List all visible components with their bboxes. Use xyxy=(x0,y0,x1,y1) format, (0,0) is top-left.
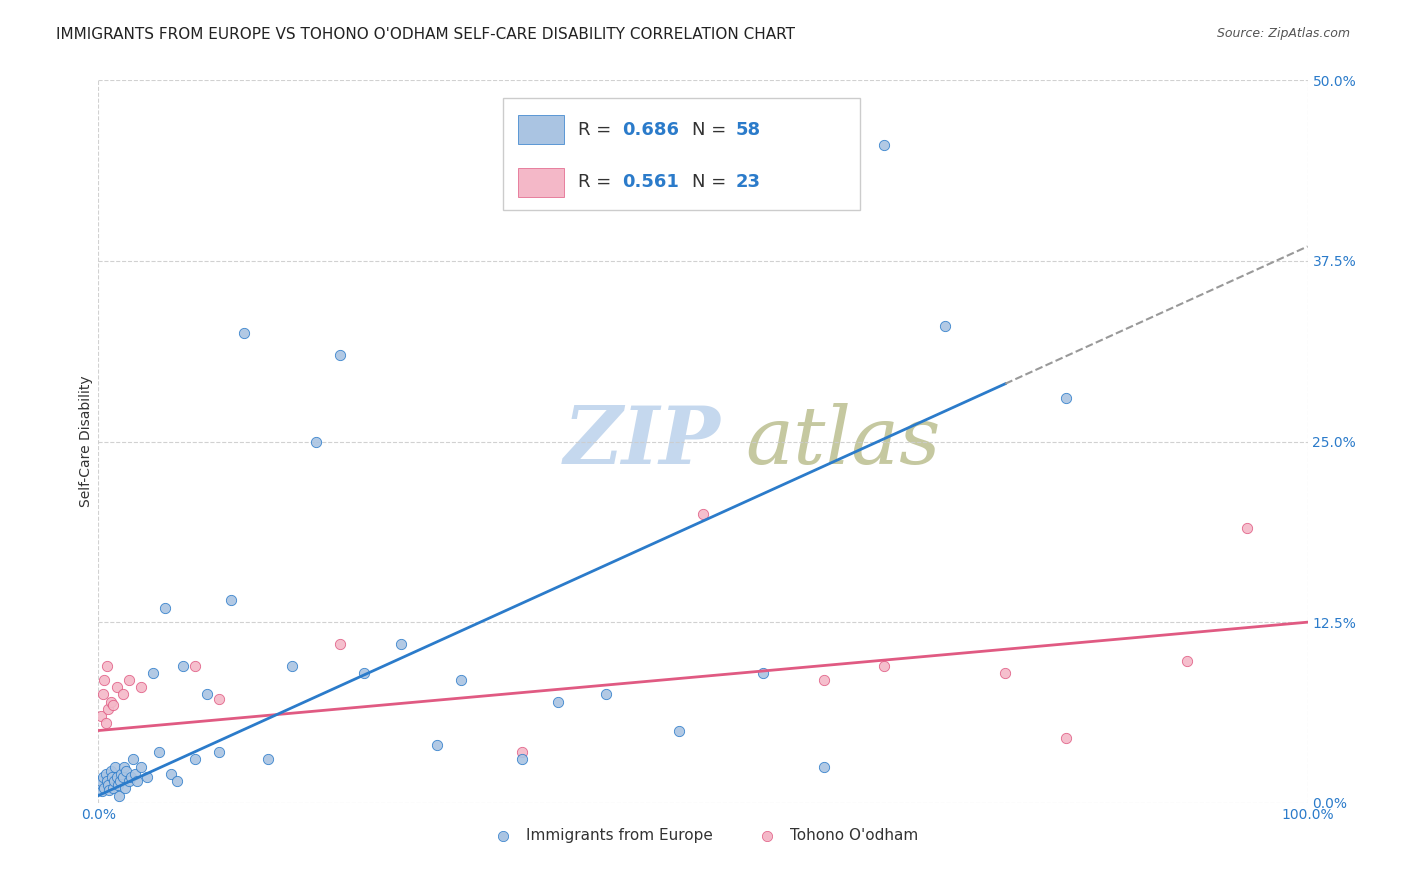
Point xyxy=(305,434,328,449)
Point xyxy=(108,774,131,789)
Text: ZIP: ZIP xyxy=(564,403,721,480)
Point xyxy=(1054,391,1077,405)
Point xyxy=(93,673,115,687)
Point xyxy=(101,781,124,796)
Point xyxy=(873,138,896,153)
Point xyxy=(127,774,149,789)
Point xyxy=(353,665,375,680)
Point xyxy=(100,770,122,784)
Point xyxy=(232,326,254,341)
Point xyxy=(221,593,243,607)
Point xyxy=(153,600,176,615)
Point xyxy=(115,764,138,778)
Point xyxy=(129,760,152,774)
Point xyxy=(281,658,304,673)
Text: 0.686: 0.686 xyxy=(621,120,679,138)
Point xyxy=(329,348,352,362)
Point xyxy=(172,658,194,673)
Text: 23: 23 xyxy=(735,173,761,192)
FancyBboxPatch shape xyxy=(517,115,564,145)
Point xyxy=(692,507,714,521)
Text: R =: R = xyxy=(578,120,617,138)
Point xyxy=(547,695,569,709)
Point xyxy=(1236,521,1258,535)
Point xyxy=(90,709,112,723)
Point xyxy=(96,774,118,789)
Point xyxy=(107,779,129,793)
Point xyxy=(510,752,533,766)
Point xyxy=(160,767,183,781)
Point xyxy=(184,752,207,766)
Point xyxy=(934,318,956,333)
Point xyxy=(105,770,128,784)
Point xyxy=(101,698,124,712)
Point xyxy=(114,781,136,796)
Point xyxy=(166,774,188,789)
Point xyxy=(208,745,231,759)
Point xyxy=(103,774,125,789)
Text: 0.561: 0.561 xyxy=(621,173,679,192)
Point xyxy=(208,691,231,706)
Point xyxy=(389,637,412,651)
Point xyxy=(94,767,117,781)
Point xyxy=(184,658,207,673)
Point xyxy=(118,673,141,687)
FancyBboxPatch shape xyxy=(503,98,860,211)
Text: IMMIGRANTS FROM EUROPE VS TOHONO O'ODHAM SELF-CARE DISABILITY CORRELATION CHART: IMMIGRANTS FROM EUROPE VS TOHONO O'ODHAM… xyxy=(56,27,796,42)
Point xyxy=(1175,654,1198,668)
Point xyxy=(112,760,135,774)
Point xyxy=(98,782,121,797)
Point xyxy=(1054,731,1077,745)
Point xyxy=(91,770,114,784)
Point xyxy=(97,702,120,716)
Point xyxy=(96,658,118,673)
Point xyxy=(94,716,117,731)
FancyBboxPatch shape xyxy=(517,168,564,197)
Point xyxy=(813,760,835,774)
Point xyxy=(97,779,120,793)
Point xyxy=(994,665,1017,680)
Point xyxy=(104,760,127,774)
Point xyxy=(256,752,278,766)
Point xyxy=(120,770,142,784)
Point xyxy=(142,665,165,680)
Point xyxy=(124,767,146,781)
Point xyxy=(89,779,111,793)
Point xyxy=(91,687,114,701)
Point xyxy=(93,781,115,796)
Point xyxy=(813,673,835,687)
Point xyxy=(329,637,352,651)
Point xyxy=(450,673,472,687)
Point xyxy=(873,658,896,673)
Point xyxy=(595,687,617,701)
Point xyxy=(668,723,690,738)
Point xyxy=(108,789,131,803)
Text: R =: R = xyxy=(578,173,617,192)
Point xyxy=(195,687,218,701)
Point xyxy=(110,767,132,781)
Point xyxy=(118,774,141,789)
Point xyxy=(100,764,122,778)
Point xyxy=(426,738,449,752)
Point xyxy=(148,745,170,759)
Point xyxy=(111,770,134,784)
Point xyxy=(129,680,152,694)
Point xyxy=(135,770,157,784)
Point xyxy=(105,680,128,694)
Text: 58: 58 xyxy=(735,120,761,138)
Point xyxy=(90,774,112,789)
Y-axis label: Self-Care Disability: Self-Care Disability xyxy=(79,376,93,508)
Point xyxy=(122,752,145,766)
Text: Source: ZipAtlas.com: Source: ZipAtlas.com xyxy=(1216,27,1350,40)
Point xyxy=(510,745,533,759)
Text: N =: N = xyxy=(692,173,733,192)
Point xyxy=(111,687,134,701)
Text: N =: N = xyxy=(692,120,733,138)
Point xyxy=(100,695,122,709)
Point xyxy=(752,665,775,680)
Text: atlas: atlas xyxy=(745,403,941,480)
Point xyxy=(91,784,114,798)
Legend: Immigrants from Europe, Tohono O'odham: Immigrants from Europe, Tohono O'odham xyxy=(482,822,924,849)
